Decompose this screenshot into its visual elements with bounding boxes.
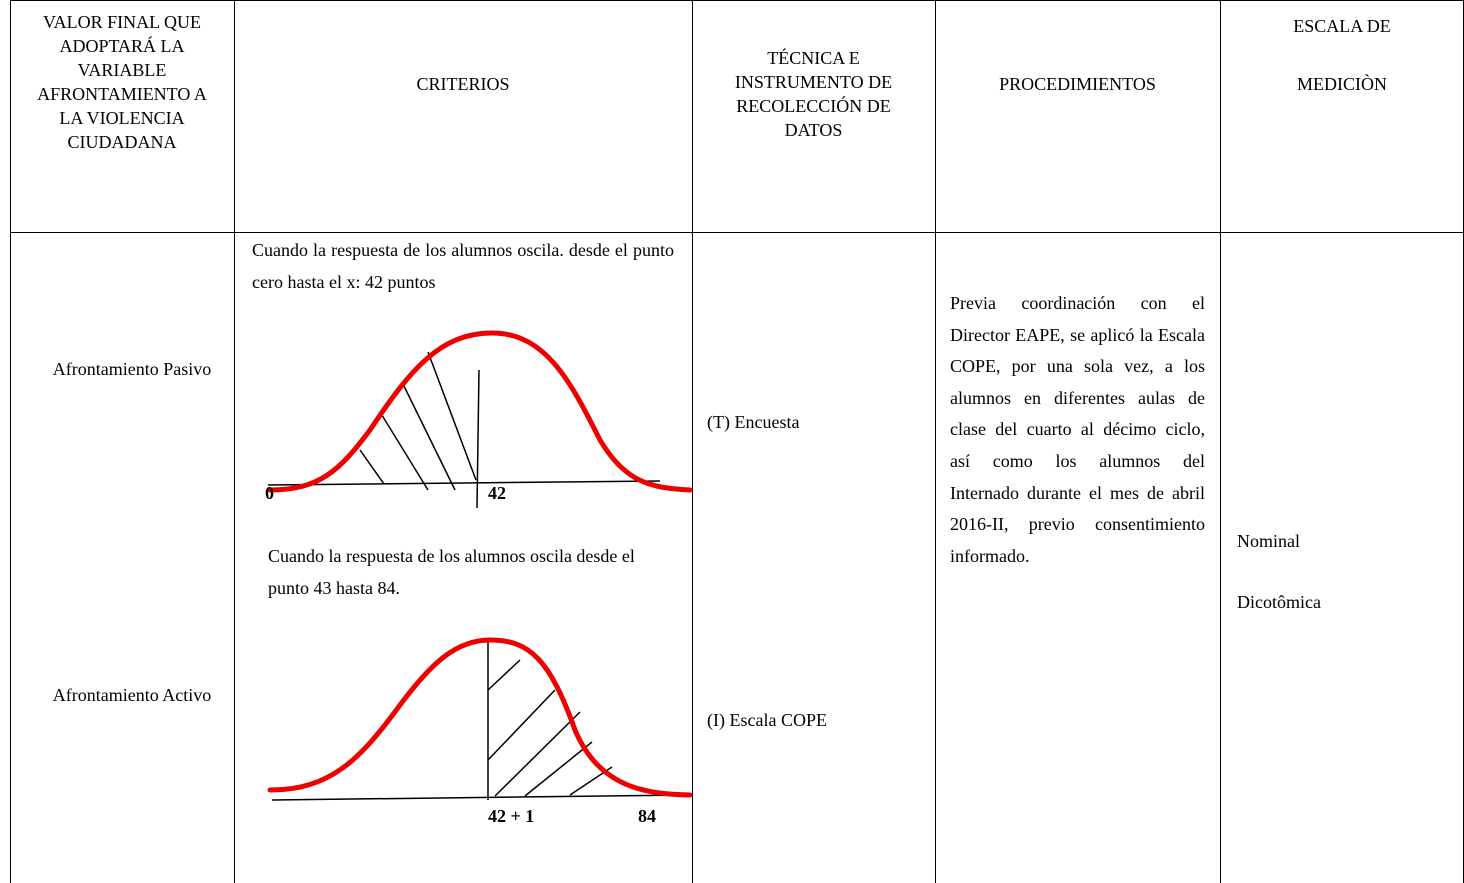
axis-label: 84 [638,806,656,826]
technique-text: (I) Escala COPE [707,710,827,730]
criterion-text: Cuando la respuesta de los alumnos oscil… [252,240,674,292]
header-cell: TÉCNICA E INSTRUMENTO DE RECOLECCIÓN DE … [734,48,893,140]
axis-label: 42 [488,483,506,503]
value-cell: Afrontamiento Pasivo [52,359,212,379]
axis-label: 0 [265,483,274,503]
border [1220,0,1221,883]
border [10,0,11,883]
border [935,0,936,883]
header-cell: VALOR FINAL QUE ADOPTARÁ LA VARIABLE AFR… [37,12,207,152]
header-cell: ESCALA DE [1293,16,1391,36]
scale-text: Nominal [1237,531,1300,551]
border [10,0,1464,1]
value-cell: Afrontamiento Activo [52,685,212,705]
criterion-text: Cuando la respuesta de los alumnos oscil… [268,546,635,598]
axis-label: 42 + 1 [488,806,535,826]
header-cell: PROCEDIMIENTOS [999,74,1156,94]
border [10,232,1464,233]
header-cell: MEDICIÒN [1297,74,1387,94]
technique-text: (T) Encuesta [707,412,800,432]
header-cell: CRITERIOS [416,74,510,94]
procedures-text: Previa coordinación con el Director EAPE… [950,293,1205,566]
border [692,0,693,883]
scale-text: Dicotômica [1237,592,1321,612]
border [234,0,235,883]
